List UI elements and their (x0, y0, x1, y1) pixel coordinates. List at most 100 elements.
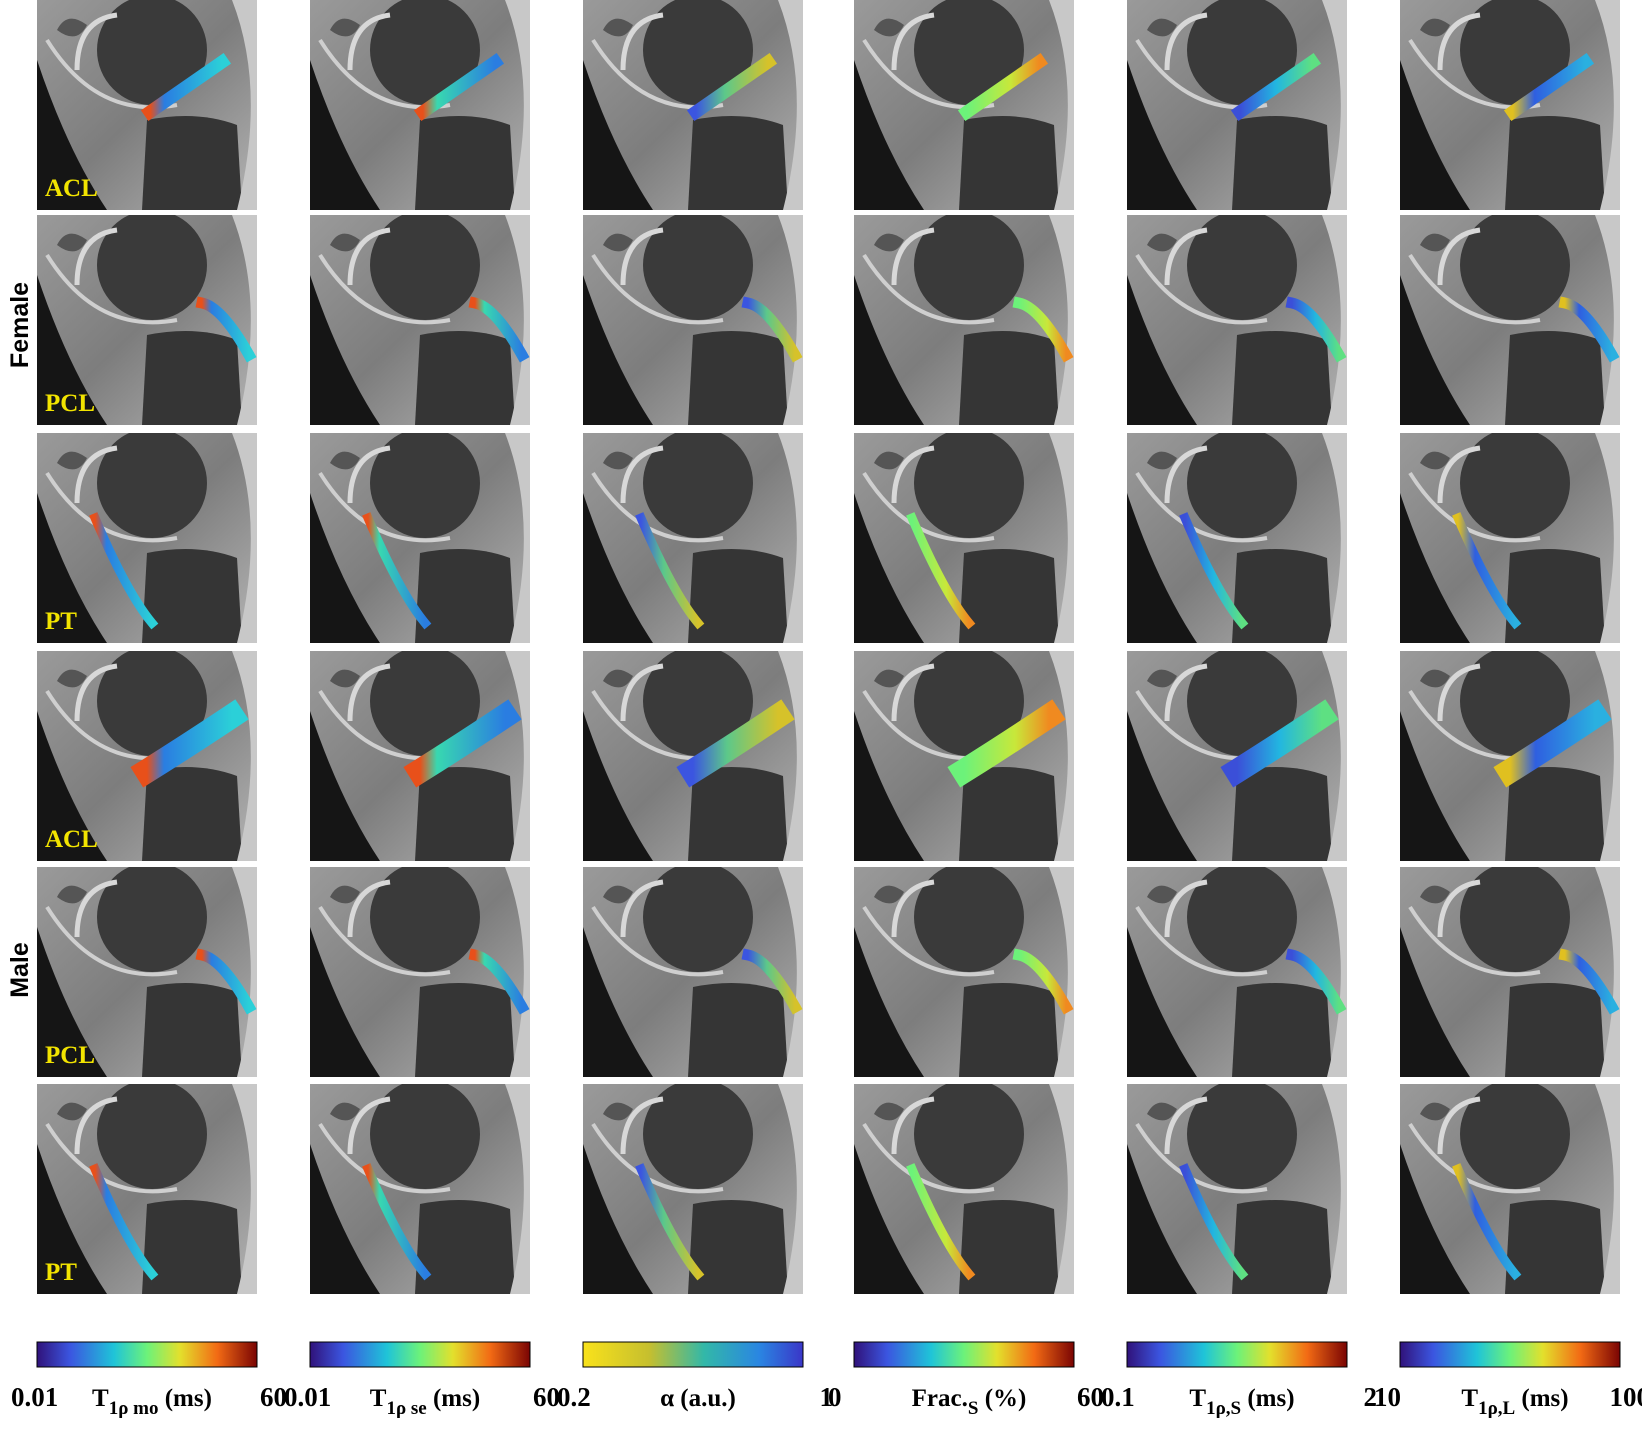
panel (1400, 428, 1620, 643)
colorbar-label: T1ρ se (ms) (370, 1385, 480, 1419)
colorbar-max: 60 (260, 1382, 287, 1412)
colorbar-label: T1ρ,L (ms) (1461, 1385, 1568, 1419)
ligament-map (1285, 296, 1347, 363)
panel (1400, 862, 1620, 1077)
mri-image (1400, 646, 1620, 861)
ligament-map (362, 1163, 432, 1281)
label-unit: (ms) (427, 1385, 480, 1412)
panel (583, 862, 803, 1077)
mri-image (583, 646, 803, 861)
panel (1400, 646, 1620, 861)
row-label: ACL (45, 826, 98, 853)
label-sub: 1ρ mo (109, 1398, 159, 1419)
colorbar (1126, 1341, 1348, 1368)
panel (583, 0, 803, 210)
panel (310, 1079, 530, 1294)
mri-image (854, 0, 1074, 210)
group-label: Male (6, 942, 34, 998)
colorbar-label: T1ρ,S (ms) (1189, 1385, 1294, 1419)
panel (310, 428, 530, 643)
label-sub: 1ρ,S (1206, 1398, 1241, 1419)
ligament-map (140, 52, 232, 122)
colorbar-max: 100 (1610, 1382, 1642, 1412)
panel (583, 428, 803, 643)
panel (1400, 0, 1620, 210)
label-main: Frac. (912, 1385, 968, 1412)
mri-image (854, 646, 1074, 861)
ligament-map (1230, 52, 1322, 122)
panel: ACL (37, 0, 257, 210)
ligament-map (1285, 948, 1347, 1015)
ligament-map (89, 512, 159, 630)
colorbar-min: 0.01 (284, 1382, 331, 1412)
ligament-map (1558, 948, 1620, 1015)
colorbar-min: 10 (1374, 1382, 1401, 1412)
row-label: PCL (45, 1042, 95, 1069)
panel (1400, 210, 1620, 425)
ligament-map (468, 948, 530, 1015)
ligament-map (1179, 512, 1249, 630)
ligament-map (1558, 296, 1620, 363)
label-main: T (92, 1385, 109, 1412)
ligament-map (413, 52, 505, 122)
ligament-map (1493, 699, 1612, 788)
colorbar-min: 0.2 (557, 1382, 591, 1412)
ligament-map (676, 699, 795, 788)
colorbar-min: 0 (828, 1382, 842, 1412)
mri-image (583, 0, 803, 210)
row-label: PT (45, 608, 77, 635)
colorbar-label: α (a.u.) (660, 1385, 736, 1412)
ligament-map (1452, 512, 1522, 630)
row-label: PCL (45, 390, 95, 417)
panel (310, 646, 530, 861)
label-main: T (370, 1385, 387, 1412)
ligament-map (635, 1163, 705, 1281)
panel: PCL (37, 862, 257, 1077)
panel (1127, 646, 1347, 861)
label-sub: 1ρ,L (1478, 1398, 1515, 1419)
ligament-map (1503, 52, 1595, 122)
colorbar-max: 60 (1077, 1382, 1104, 1412)
panel (854, 210, 1074, 425)
colorbar-label: Frac.S (%) (912, 1385, 1027, 1419)
ligament-map (741, 948, 803, 1015)
colorbar-label: T1ρ mo (ms) (92, 1385, 212, 1419)
panel: PCL (37, 210, 257, 425)
colorbar-max: 2 (1364, 1382, 1378, 1412)
mri-image (1400, 0, 1620, 210)
panel (583, 210, 803, 425)
ligament-map (741, 296, 803, 363)
ligament-map (1012, 948, 1074, 1015)
panel (1127, 428, 1347, 643)
panel (310, 862, 530, 1077)
mri-image (1127, 0, 1347, 210)
panel (854, 0, 1074, 210)
ligament-map (906, 1163, 976, 1281)
ligament-map (1220, 699, 1339, 788)
colorbar-max: 60 (533, 1382, 560, 1412)
label-main: T (1189, 1385, 1206, 1412)
colorbar (36, 1341, 258, 1368)
ligament-map (89, 1163, 159, 1281)
panel (583, 646, 803, 861)
colorbar (309, 1341, 531, 1368)
panel (854, 428, 1074, 643)
ligament-map (1012, 296, 1074, 363)
panel (310, 0, 530, 210)
panel: PT (37, 428, 257, 643)
panel (583, 1079, 803, 1294)
mri-image (310, 0, 530, 210)
ligament-map (1179, 1163, 1249, 1281)
panel (854, 646, 1074, 861)
colorbar (853, 1341, 1075, 1368)
panel (1127, 210, 1347, 425)
ligament-map (957, 52, 1049, 122)
panel (310, 210, 530, 425)
ligament-map (686, 52, 778, 122)
label-sub: 1ρ se (386, 1398, 426, 1419)
label-main: T (1461, 1385, 1478, 1412)
panel (1127, 1079, 1347, 1294)
label-unit: (%) (978, 1385, 1026, 1412)
